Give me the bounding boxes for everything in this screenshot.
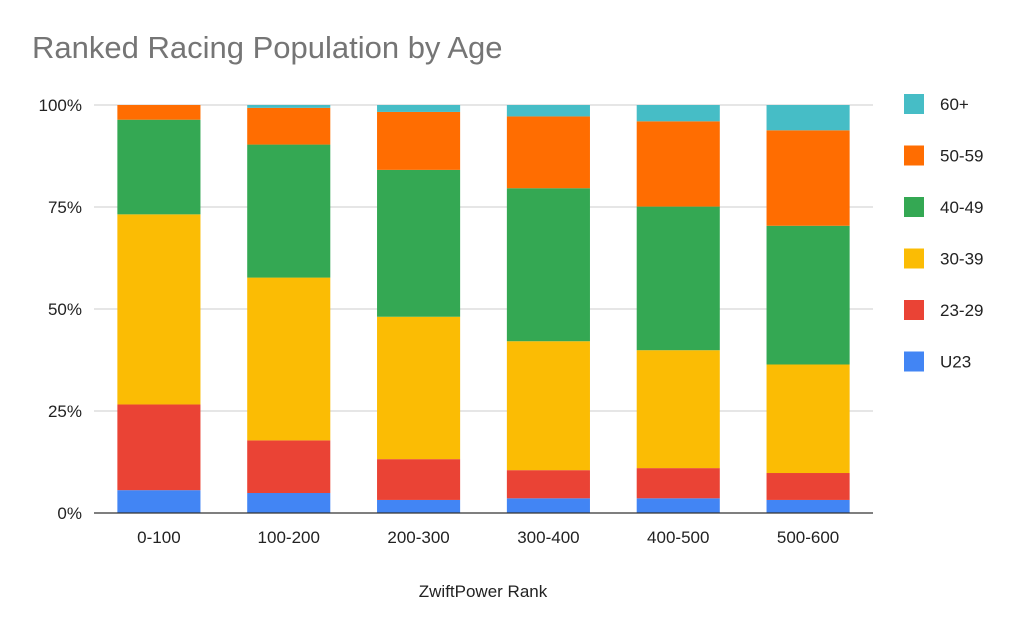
bar-segment bbox=[506, 188, 590, 342]
y-tick-label: 0% bbox=[57, 504, 82, 523]
legend-label: 40-49 bbox=[940, 198, 983, 217]
axes: 0% 25% 50% 75% 100% 0-100 100-200 200-300 300-40… bbox=[39, 96, 873, 547]
bar-segment bbox=[377, 316, 461, 460]
bar-segment bbox=[506, 105, 590, 117]
bar-segment bbox=[636, 350, 720, 469]
bar-segment bbox=[247, 105, 331, 108]
bar-segment bbox=[117, 119, 201, 215]
x-tick-label: 500-600 bbox=[777, 528, 839, 547]
legend-label: 50-59 bbox=[940, 147, 983, 166]
x-tick-label: 400-500 bbox=[647, 528, 709, 547]
x-tick-label: 100-200 bbox=[258, 528, 320, 547]
legend-label: U23 bbox=[940, 353, 971, 372]
legend-swatch bbox=[904, 145, 924, 166]
bar-segment bbox=[766, 130, 850, 226]
bar-segment bbox=[636, 498, 720, 513]
bar-segment bbox=[506, 498, 590, 513]
x-tick-label: 200-300 bbox=[387, 528, 449, 547]
y-tick-label: 50% bbox=[48, 300, 82, 319]
bar-segment bbox=[377, 105, 461, 112]
legend-label: 60+ bbox=[940, 95, 969, 114]
legend: 60+ 50-59 40-49 30-39 23-29 U23 bbox=[904, 94, 983, 372]
bar-segment bbox=[377, 111, 461, 170]
bar-segment bbox=[766, 473, 850, 500]
bar-segment bbox=[247, 107, 331, 145]
legend-swatch bbox=[904, 300, 924, 320]
bar-segment bbox=[506, 470, 590, 499]
x-tick-label: 0-100 bbox=[137, 528, 180, 547]
bar-segment bbox=[506, 341, 590, 471]
legend-swatch bbox=[904, 197, 924, 217]
bar-segment bbox=[766, 105, 850, 131]
bar-segment bbox=[766, 499, 850, 513]
bar-segment bbox=[377, 459, 461, 500]
bar-segment bbox=[636, 206, 720, 351]
bar-segment bbox=[247, 144, 331, 278]
bar-segment bbox=[636, 121, 720, 207]
chart-title: Ranked Racing Population by Age bbox=[32, 30, 503, 65]
y-tick-label: 25% bbox=[48, 402, 82, 421]
y-tick-label: 100% bbox=[39, 96, 82, 115]
bar-segment bbox=[636, 105, 720, 122]
gridlines bbox=[94, 104, 873, 412]
legend-label: 23-29 bbox=[940, 301, 983, 320]
x-axis-title: ZwiftPower Rank bbox=[419, 582, 548, 601]
bar-segment bbox=[247, 277, 331, 441]
bar-segment bbox=[117, 214, 201, 405]
bar-segment bbox=[377, 499, 461, 513]
legend-label: 30-39 bbox=[940, 250, 983, 269]
legend-swatch bbox=[904, 94, 924, 114]
bars bbox=[117, 105, 850, 513]
bar-segment bbox=[636, 468, 720, 499]
bar-segment bbox=[117, 490, 201, 513]
bar-segment bbox=[247, 493, 331, 513]
bar-segment bbox=[117, 404, 201, 491]
legend-swatch bbox=[904, 248, 924, 269]
bar-segment bbox=[766, 364, 850, 474]
bar-segment bbox=[377, 169, 461, 317]
bar-segment bbox=[247, 440, 331, 494]
bar-segment bbox=[117, 105, 201, 120]
bar-segment bbox=[506, 116, 590, 189]
legend-swatch bbox=[904, 351, 924, 372]
y-tick-label: 75% bbox=[48, 198, 82, 217]
bar-segment bbox=[766, 225, 850, 365]
x-tick-label: 300-400 bbox=[517, 528, 579, 547]
